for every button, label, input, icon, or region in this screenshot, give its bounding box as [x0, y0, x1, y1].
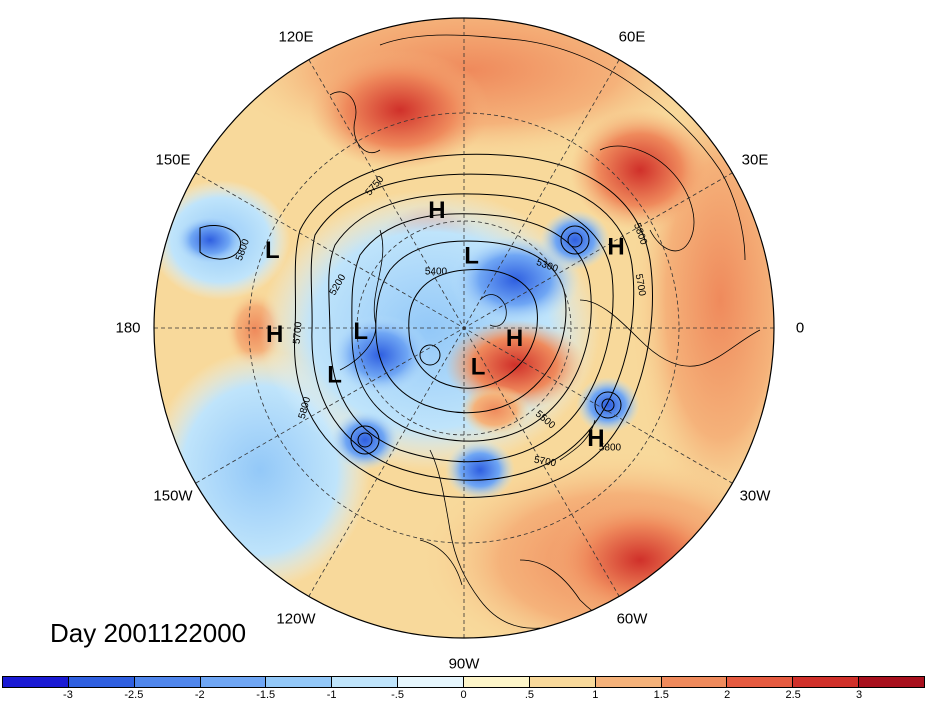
colorbar-swatch	[595, 677, 662, 687]
longitude-label: 120W	[276, 610, 316, 628]
colorbar-swatch	[727, 677, 794, 687]
high-pressure-marker: H	[266, 321, 283, 348]
colorbar-tick-label: -2.5	[124, 689, 144, 701]
longitude-label: 150W	[153, 487, 193, 505]
colorbar-swatch	[398, 677, 465, 687]
high-pressure-marker: H	[506, 325, 523, 352]
colorbar-tick-label: 1	[592, 689, 599, 701]
colorbar-swatch	[332, 677, 399, 687]
longitude-label: 0	[795, 319, 805, 337]
graticule	[154, 18, 774, 638]
colorbar-swatch	[464, 677, 530, 687]
high-pressure-marker: H	[607, 234, 624, 261]
colorbar-tick-label: 2.5	[785, 689, 801, 701]
longitude-label: 90E	[451, 0, 478, 1]
colorbar-swatch	[859, 677, 925, 687]
height-contours	[199, 153, 653, 498]
colorbar-tick-label: -.5	[391, 689, 404, 701]
colorbar-tick-label: 0	[460, 689, 467, 701]
low-pressure-marker: L	[327, 362, 342, 389]
colorbar-swatch	[793, 677, 860, 687]
longitude-label: 60W	[616, 610, 648, 628]
colorbar-tick-label: -2	[194, 689, 205, 701]
anomaly-field	[154, 18, 774, 638]
colorbar-swatch	[68, 677, 135, 687]
contour-label: 5700	[533, 455, 557, 470]
contour-label: 5700	[633, 273, 648, 297]
contour-label: 5800	[599, 443, 622, 454]
longitude-label: 90W	[448, 655, 480, 673]
day-label: Day 2001122000	[50, 618, 247, 648]
colorbar-tick-label: -1	[326, 689, 337, 701]
colorbar-tick-label: 3	[856, 689, 863, 701]
longitude-label: 120E	[278, 28, 314, 46]
colorbar-tick-label: -3	[63, 689, 73, 701]
coastlines	[329, 34, 761, 629]
contour-label: 5400	[425, 267, 448, 278]
colorbar-swatch	[266, 677, 333, 687]
colorbar-swatch	[529, 677, 596, 687]
high-pressure-marker: H	[428, 197, 445, 224]
low-pressure-marker: L	[265, 237, 280, 264]
colorbar-tick-label: .5	[524, 689, 535, 701]
low-pressure-marker: L	[353, 318, 368, 345]
colorbar-tick-label: 2	[724, 689, 731, 701]
map-boundary	[153, 17, 775, 639]
low-pressure-marker: L	[464, 243, 479, 270]
longitude-label: 30E	[741, 151, 769, 169]
colorbar-swatch	[3, 677, 69, 687]
longitude-label: 150E	[155, 151, 191, 169]
longitude-label: 60E	[618, 28, 646, 46]
colorbar-swatch	[661, 677, 728, 687]
low-pressure-marker: L	[471, 353, 486, 380]
colorbar-tick-label: 1.5	[653, 689, 669, 701]
high-pressure-marker: H	[587, 425, 604, 452]
colorbar-tick-label: -1.5	[256, 689, 276, 701]
colorbar-swatch	[134, 677, 201, 687]
longitude-label: 30W	[739, 487, 771, 505]
colorbar-swatch	[200, 677, 267, 687]
contour-label: 5700	[292, 321, 305, 345]
colorbar	[2, 676, 925, 688]
longitude-label: 180	[115, 319, 141, 337]
